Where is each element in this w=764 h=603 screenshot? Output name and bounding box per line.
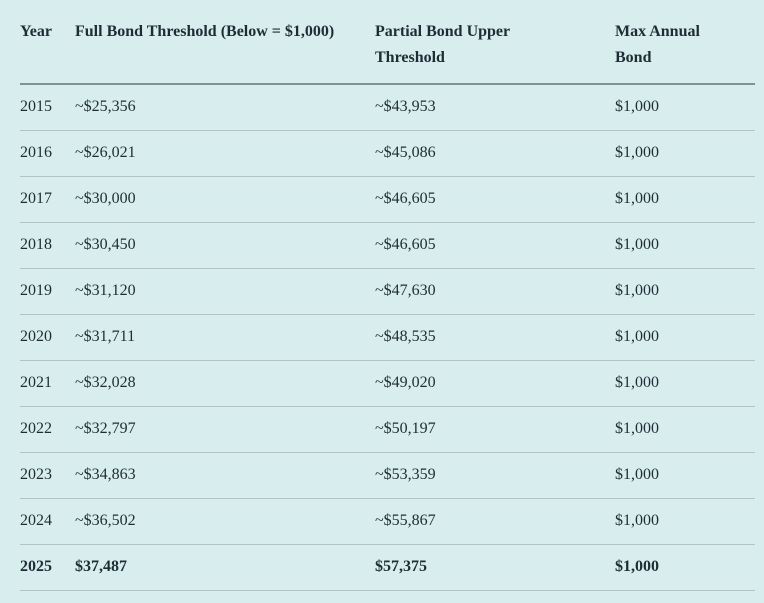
partial-threshold-cell: ~$55,867 — [375, 498, 615, 545]
column-header-full-bond-threshold-label: Full Bond Threshold (Below = $1,000) — [75, 23, 335, 40]
table-row-2015: 2015 ~$25,356 ~$43,953 $1,000 — [20, 83, 755, 131]
max-bond-cell: $1,000 — [615, 222, 755, 269]
partial-threshold-cell: ~$48,535 — [375, 314, 615, 361]
year-cell: 2024 — [20, 498, 75, 545]
year-cell: 2025 — [20, 544, 75, 591]
table-row-2023: 2023 ~$34,863 ~$53,359 $1,000 — [20, 452, 755, 499]
header-row: Year Full Bond Threshold (Below = $1,000… — [20, 6, 755, 85]
max-bond-cell: $1,000 — [615, 452, 755, 499]
year-cell: 2017 — [20, 176, 75, 223]
partial-threshold-cell: ~$46,605 — [375, 222, 615, 269]
partial-threshold-cell: ~$49,020 — [375, 360, 615, 407]
full-threshold-cell: ~$31,120 — [75, 268, 375, 315]
table-row-2021: 2021 ~$32,028 ~$49,020 $1,000 — [20, 360, 755, 407]
full-threshold-cell: $37,487 — [75, 544, 375, 591]
max-bond-cell: $1,000 — [615, 498, 755, 545]
max-bond-cell: $1,000 — [615, 268, 755, 315]
full-threshold-cell: ~$31,711 — [75, 314, 375, 361]
year-cell: 2016 — [20, 130, 75, 177]
table-row-2022: 2022 ~$32,797 ~$50,197 $1,000 — [20, 406, 755, 453]
full-threshold-cell: ~$32,797 — [75, 406, 375, 453]
full-threshold-cell: ~$25,356 — [75, 83, 375, 131]
bond-threshold-table: Year Full Bond Threshold (Below = $1,000… — [20, 6, 755, 591]
column-header-max-annual-bond: Max Annual Bond — [615, 6, 755, 85]
table-row-2020: 2020 ~$31,711 ~$48,535 $1,000 — [20, 314, 755, 361]
year-cell: 2022 — [20, 406, 75, 453]
table-row-2017: 2017 ~$30,000 ~$46,605 $1,000 — [20, 176, 755, 223]
max-bond-cell: $1,000 — [615, 544, 755, 591]
column-header-max-annual-bond-label: Max Annual Bond — [615, 23, 700, 66]
max-bond-cell: $1,000 — [615, 83, 755, 131]
year-cell: 2020 — [20, 314, 75, 361]
table-body: 2015 ~$25,356 ~$43,953 $1,000 2016 ~$26,… — [20, 83, 755, 591]
column-header-partial-bond-upper-threshold-label: Partial Bond Upper Threshold — [375, 23, 510, 66]
table-row-2019: 2019 ~$31,120 ~$47,630 $1,000 — [20, 268, 755, 315]
full-threshold-cell: ~$34,863 — [75, 452, 375, 499]
table-row-2025: 2025 $37,487 $57,375 $1,000 — [20, 544, 755, 591]
table-row-2018: 2018 ~$30,450 ~$46,605 $1,000 — [20, 222, 755, 269]
year-cell: 2023 — [20, 452, 75, 499]
table-row-2024: 2024 ~$36,502 ~$55,867 $1,000 — [20, 498, 755, 545]
full-threshold-cell: ~$30,000 — [75, 176, 375, 223]
partial-threshold-cell: ~$53,359 — [375, 452, 615, 499]
table-row-2016: 2016 ~$26,021 ~$45,086 $1,000 — [20, 130, 755, 177]
max-bond-cell: $1,000 — [615, 406, 755, 453]
max-bond-cell: $1,000 — [615, 130, 755, 177]
column-header-year-label: Year — [20, 23, 52, 40]
full-threshold-cell: ~$32,028 — [75, 360, 375, 407]
year-cell: 2018 — [20, 222, 75, 269]
max-bond-cell: $1,000 — [615, 314, 755, 361]
partial-threshold-cell: ~$45,086 — [375, 130, 615, 177]
max-bond-cell: $1,000 — [615, 176, 755, 223]
full-threshold-cell: ~$30,450 — [75, 222, 375, 269]
year-cell: 2015 — [20, 83, 75, 131]
year-cell: 2021 — [20, 360, 75, 407]
column-header-full-bond-threshold: Full Bond Threshold (Below = $1,000) — [75, 6, 375, 85]
partial-threshold-cell: $57,375 — [375, 544, 615, 591]
partial-threshold-cell: ~$46,605 — [375, 176, 615, 223]
year-cell: 2019 — [20, 268, 75, 315]
full-threshold-cell: ~$26,021 — [75, 130, 375, 177]
partial-threshold-cell: ~$43,953 — [375, 83, 615, 131]
table-header: Year Full Bond Threshold (Below = $1,000… — [20, 6, 755, 85]
partial-threshold-cell: ~$50,197 — [375, 406, 615, 453]
partial-threshold-cell: ~$47,630 — [375, 268, 615, 315]
full-threshold-cell: ~$36,502 — [75, 498, 375, 545]
max-bond-cell: $1,000 — [615, 360, 755, 407]
column-header-partial-bond-upper-threshold: Partial Bond Upper Threshold — [375, 6, 615, 85]
column-header-year: Year — [20, 6, 75, 85]
